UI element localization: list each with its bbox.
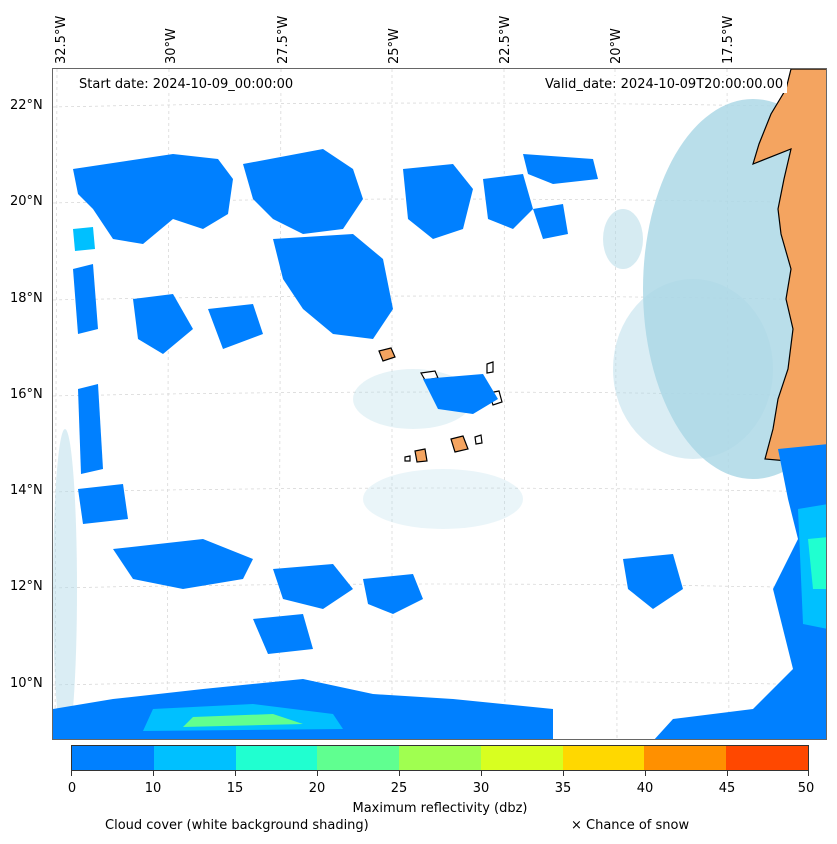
lat-label-10n: 10°N	[10, 676, 43, 691]
colorbar-tick	[727, 771, 728, 776]
colorbar-tick-label: 10	[144, 781, 162, 796]
colorbar-segment-35-40	[562, 746, 645, 770]
colorbar-segment-0-10	[72, 746, 154, 770]
colorbar-tick	[563, 771, 564, 776]
lat-label-16n: 16°N	[10, 387, 43, 402]
island-santiago	[450, 435, 469, 453]
island-brava	[404, 455, 411, 462]
colorbar-tick	[235, 771, 236, 776]
colorbar-segment-20-25	[317, 746, 400, 770]
colorbar-tick-label: 45	[718, 781, 736, 796]
lat-label-20n: 20°N	[10, 194, 43, 209]
lon-label-32-5w: 32.5°W	[54, 15, 69, 64]
reflectivity-high	[73, 227, 826, 731]
colorbar-tick-label: 35	[554, 781, 572, 796]
colorbar-tick-label: 20	[308, 781, 326, 796]
lon-label-30w: 30°W	[164, 28, 179, 64]
island-santo-antao	[378, 347, 396, 362]
colorbar-tick-label: 25	[390, 781, 408, 796]
colorbar-tick-label: 50	[797, 781, 815, 796]
reflectivity-colorbar	[71, 745, 809, 771]
colorbar-title: Maximum reflectivity (dbz)	[352, 801, 528, 816]
colorbar-segment-15-20	[235, 746, 318, 770]
colorbar-tick	[645, 771, 646, 776]
colorbar-tick	[153, 771, 154, 776]
colorbar-tick-label: 40	[636, 781, 654, 796]
colorbar-tick	[808, 771, 809, 776]
lon-label-27-5w: 27.5°W	[276, 15, 291, 64]
lon-label-25w: 25°W	[387, 28, 402, 64]
island-sal	[486, 361, 494, 374]
lat-label-14n: 14°N	[10, 483, 43, 498]
colorbar-tick	[317, 771, 318, 776]
colorbar-segment-45-50	[726, 746, 809, 770]
colorbar-segment-40-45	[644, 746, 727, 770]
colorbar-tick	[399, 771, 400, 776]
island-fogo	[414, 448, 428, 463]
lat-label-18n: 18°N	[10, 291, 43, 306]
colorbar-tick-label: 15	[226, 781, 244, 796]
lon-label-20w: 20°W	[609, 28, 624, 64]
colorbar-tick-label: 30	[472, 781, 490, 796]
lat-label-22n: 22°N	[10, 98, 43, 113]
colorbar-segment-10-15	[153, 746, 236, 770]
cloud-cover-note: Cloud cover (white background shading)	[105, 818, 369, 833]
start-date-label: Start date: 2024-10-09_00:00:00	[75, 76, 298, 93]
lon-label-17-5w: 17.5°W	[721, 15, 736, 64]
colorbar-tick	[481, 771, 482, 776]
map-panel	[52, 68, 827, 740]
valid-date-label: Valid_date: 2024-10-09T20:00:00.00	[541, 76, 788, 93]
colorbar-segment-25-30	[399, 746, 481, 770]
lon-label-22-5w: 22.5°W	[498, 15, 513, 64]
island-maio	[474, 434, 483, 445]
colorbar-tick	[71, 771, 72, 776]
lat-label-12n: 12°N	[10, 579, 43, 594]
colorbar-tick-label: 0	[67, 781, 77, 796]
map-canvas	[53, 69, 826, 739]
snow-chance-note: × Chance of snow	[571, 818, 690, 833]
colorbar-segment-30-35	[480, 746, 563, 770]
